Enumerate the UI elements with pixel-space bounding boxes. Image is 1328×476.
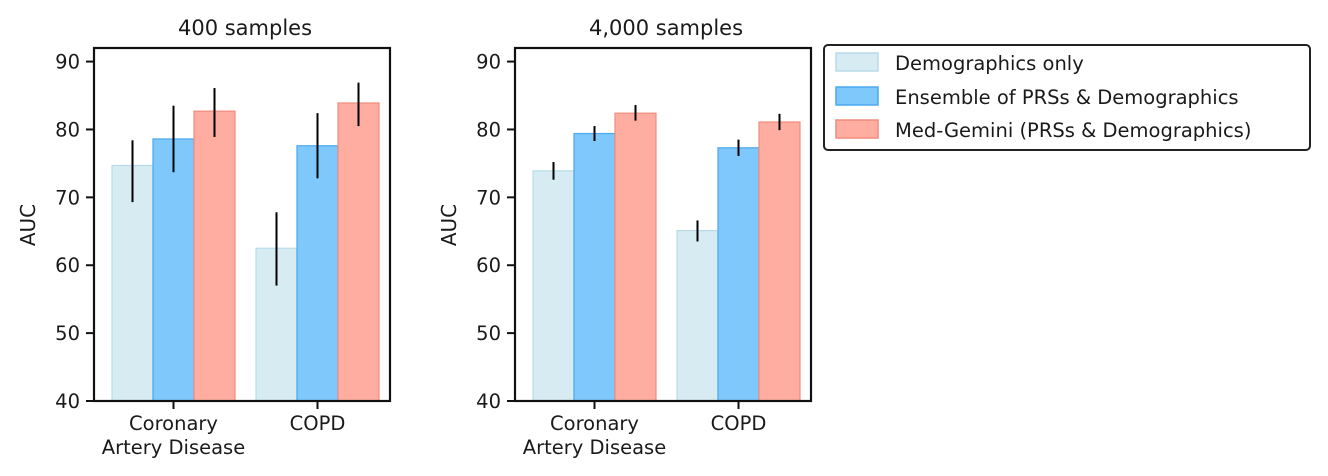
bar-ensemble-cat0 [152, 138, 195, 402]
plot-frame-400-samples [92, 46, 392, 403]
bar-demographics-cat1 [676, 230, 719, 402]
chart-panel-400-samples: 400 samples AUC 40 50 60 70 80 90 CoronaryArt… [16, 16, 392, 459]
legend-frame [823, 44, 1311, 151]
bar-medgemini-cat1 [337, 102, 380, 402]
y-tick-label: 80 [55, 118, 80, 141]
bar-medgemini-cat0 [193, 110, 236, 402]
legend-label-demographics: Demographics only [895, 52, 1084, 75]
bar-demographics-cat0 [532, 170, 575, 402]
x-tick-label-line2: Artery Disease [523, 436, 666, 459]
y-ticks-400-samples: 40 50 60 70 80 90 [55, 51, 94, 413]
y-axis-label-400-samples: AUC [16, 204, 40, 246]
bar-ensemble-cat0 [573, 132, 616, 402]
y-tick-label: 80 [476, 118, 501, 141]
y-tick-label: 70 [476, 186, 501, 209]
y-tick-label: 60 [476, 254, 501, 277]
legend-swatch-ensemble [835, 86, 879, 106]
legend-swatch-medgemini [835, 119, 879, 139]
plot-frame-4000-samples [513, 46, 813, 403]
legend-label-ensemble: Ensemble of PRSs & Demographics [895, 86, 1239, 109]
bar-medgemini-cat0 [614, 112, 657, 402]
chart-panel-4000-samples: 4,000 samples AUC 40 50 60 70 80 90 CoronaryA… [437, 16, 813, 459]
y-tick-label: 60 [55, 254, 80, 277]
legend-label-medgemini: Med-Gemini (PRSs & Demographics) [895, 119, 1251, 142]
y-tick-label: 40 [476, 390, 501, 413]
y-tick-label: 40 [55, 390, 80, 413]
bar-ensemble-cat1 [717, 147, 760, 402]
y-tick-label: 90 [55, 51, 80, 74]
chart-title-4000-samples: 4,000 samples [589, 16, 743, 40]
bar-ensemble-cat1 [296, 145, 339, 402]
bar-medgemini-cat1 [758, 121, 801, 402]
y-tick-label: 50 [476, 322, 501, 345]
y-axis-label-4000-samples: AUC [437, 204, 461, 246]
chart-legend: Demographics only Ensemble of PRSs & Dem… [823, 44, 1311, 151]
x-tick-label: Coronary [129, 412, 218, 435]
bar-demographics-cat0 [111, 164, 154, 402]
x-tick-label: COPD [290, 412, 346, 435]
x-tick-label: COPD [711, 412, 767, 435]
y-tick-label: 50 [55, 322, 80, 345]
y-ticks-4000-samples: 40 50 60 70 80 90 [476, 51, 515, 413]
chart-title-400-samples: 400 samples [178, 16, 312, 40]
legend-swatch-demographics [835, 52, 879, 72]
y-tick-label: 90 [476, 51, 501, 74]
bars-4000-samples [532, 105, 801, 402]
x-tick-label-line2: Artery Disease [102, 436, 245, 459]
y-tick-label: 70 [55, 186, 80, 209]
x-tick-label: Coronary [550, 412, 639, 435]
bars-400-samples [111, 82, 380, 402]
